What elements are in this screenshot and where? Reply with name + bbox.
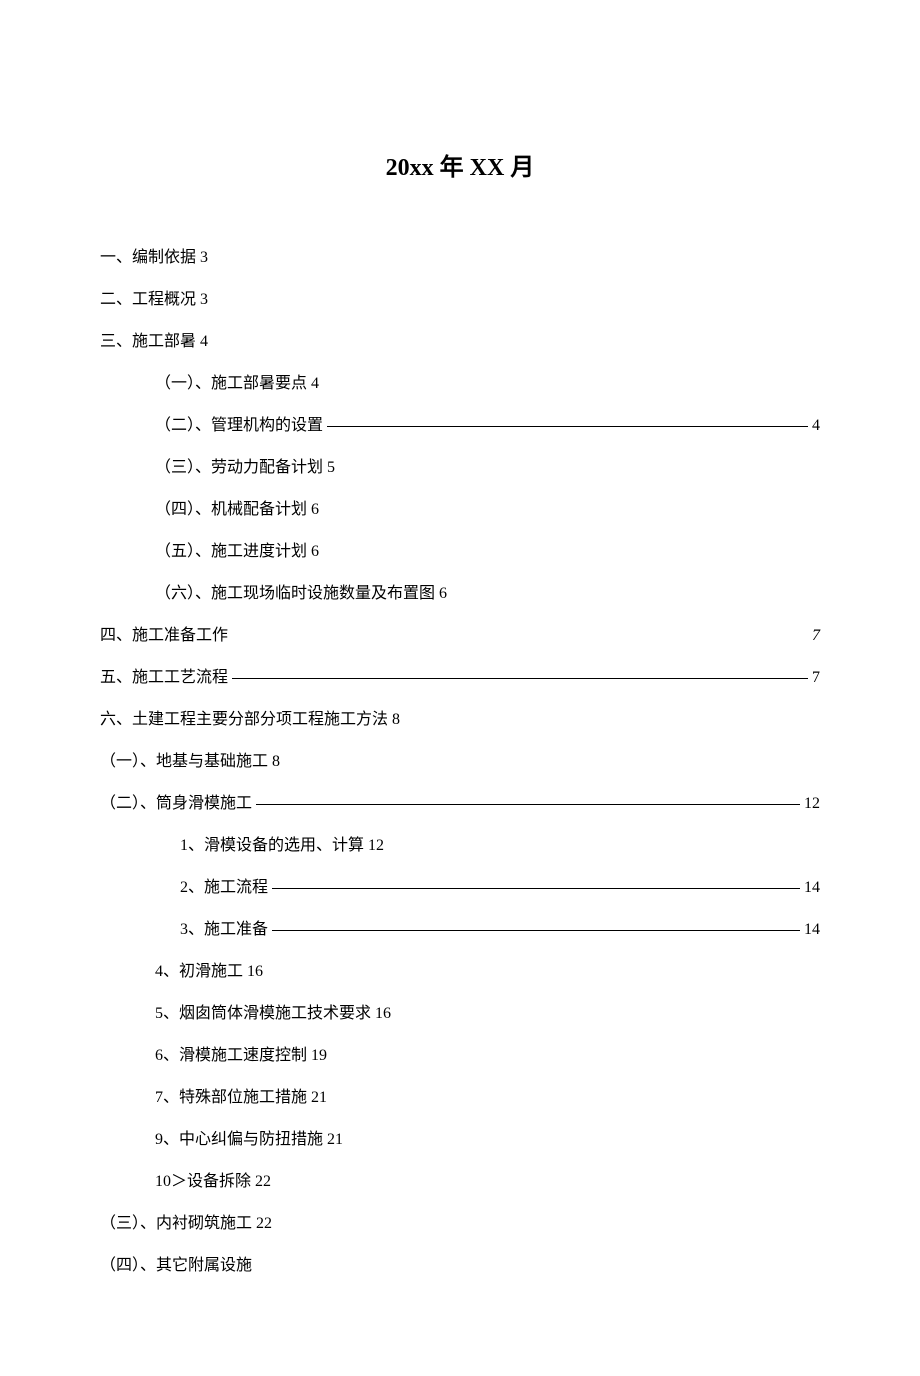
toc-entry-text: 10＞设备拆除 22 [155,1170,820,1194]
toc-entry-text: 9、中心纠偏与防扭措施 21 [155,1128,820,1152]
toc-entry-text: （三）、劳动力配备计划 5 [155,456,820,480]
toc-entry-page: 4 [812,414,820,438]
toc-entry-text: 6、滑模施工速度控制 19 [155,1044,820,1068]
toc-entry: （五）、施工进度计划 6 [100,540,820,564]
toc-entry-text: 一、编制依据 3 [100,246,820,270]
toc-entry: 3、施工准备 14 [100,918,820,942]
toc-entry: （一）、地基与基础施工 8 [100,750,820,774]
toc-entry: 2、施工流程 14 [100,876,820,900]
toc-entry-text: 7、特殊部位施工措施 21 [155,1086,820,1110]
toc-entry-text: 三、施工部暑 4 [100,330,820,354]
toc-entry: （三）、内衬砌筑施工 22 [100,1212,820,1236]
toc-entry-text: 1、滑模设备的选用、计算 12 [180,834,820,858]
toc-entry-text: （二）、管理机构的设置 [155,414,323,438]
toc-leader-line [256,804,800,805]
toc-entry-text: （三）、内衬砌筑施工 22 [100,1212,820,1236]
toc-entry: 二、工程概况 3 [100,288,820,312]
toc-entry-text: （四）、其它附属设施 [100,1254,820,1278]
toc-entry-text: （一）、施工部暑要点 4 [155,372,820,396]
toc-entry: （二）、管理机构的设置 4 [100,414,820,438]
toc-entry: 5、烟囱筒体滑模施工技术要求 16 [100,1002,820,1026]
toc-entry-text: 5、烟囱筒体滑模施工技术要求 16 [155,1002,820,1026]
toc-entry: 6、滑模施工速度控制 19 [100,1044,820,1068]
toc-entry: 4、初滑施工 16 [100,960,820,984]
toc-entry-text: 4、初滑施工 16 [155,960,820,984]
toc-entry-page: 12 [804,792,820,816]
toc-entry-page: 14 [804,876,820,900]
toc-entry-text: （一）、地基与基础施工 8 [100,750,820,774]
toc-entry: 一、编制依据 3 [100,246,820,270]
toc-leader-line [327,426,808,427]
toc-entry-page: 7 [812,624,820,648]
toc-entry: （二）、筒身滑模施工 12 [100,792,820,816]
table-of-contents: 一、编制依据 3 二、工程概况 3 三、施工部暑 4 （一）、施工部暑要点 4 （二）、… [100,246,820,1278]
toc-entry: 7、特殊部位施工措施 21 [100,1086,820,1110]
toc-entry: （三）、劳动力配备计划 5 [100,456,820,480]
toc-entry: 三、施工部暑 4 [100,330,820,354]
toc-leader-line [232,678,808,679]
toc-entry-text: 2、施工流程 [180,876,268,900]
toc-entry: 六、土建工程主要分部分项工程施工方法 8 [100,708,820,732]
toc-entry-text: （六）、施工现场临时设施数量及布置图 6 [155,582,820,606]
toc-entry-text: （二）、筒身滑模施工 [100,792,252,816]
toc-entry: 五、施工工艺流程 7 [100,666,820,690]
toc-entry: （四）、机械配备计划 6 [100,498,820,522]
toc-entry-text: 二、工程概况 3 [100,288,820,312]
document-title: 20xx 年 XX 月 [100,150,820,186]
toc-entry: 9、中心纠偏与防扭措施 21 [100,1128,820,1152]
toc-entry-text: （四）、机械配备计划 6 [155,498,820,522]
toc-entry-text: 五、施工工艺流程 [100,666,228,690]
toc-entry-page: 7 [812,666,820,690]
toc-entry-text: 3、施工准备 [180,918,268,942]
toc-entry: （六）、施工现场临时设施数量及布置图 6 [100,582,820,606]
toc-entry-text: 六、土建工程主要分部分项工程施工方法 8 [100,708,820,732]
toc-entry-text: （五）、施工进度计划 6 [155,540,820,564]
toc-entry-page: 14 [804,918,820,942]
toc-entry: 10＞设备拆除 22 [100,1170,820,1194]
toc-entry: 四、施工准备工作 7 [100,624,820,648]
toc-entry: （一）、施工部暑要点 4 [100,372,820,396]
toc-entry-text: 四、施工准备工作 [100,624,810,648]
toc-entry: （四）、其它附属设施 [100,1254,820,1278]
toc-entry: 1、滑模设备的选用、计算 12 [100,834,820,858]
toc-leader-line [272,888,800,889]
toc-leader-line [272,930,800,931]
